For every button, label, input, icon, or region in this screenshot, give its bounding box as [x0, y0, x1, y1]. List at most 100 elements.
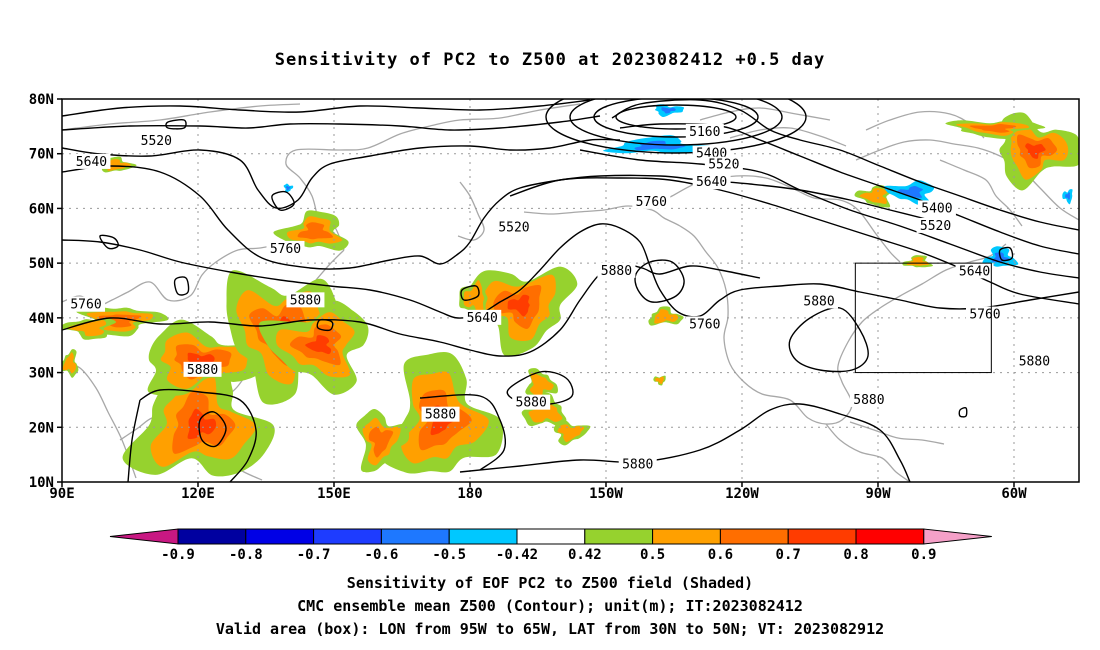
lat-label: 80N [29, 92, 54, 108]
sensitivity-patch-positive [528, 396, 563, 423]
z500-low-contour [593, 99, 759, 138]
lat-label: 40N [29, 311, 54, 327]
colorbar-cell [855, 528, 925, 545]
colorbar-cell [719, 528, 789, 545]
colorbar-label: -0.6 [365, 547, 399, 563]
contour-label-bg [917, 200, 956, 216]
colorbar-cell [245, 528, 315, 545]
lon-label: 90W [865, 486, 891, 502]
sensitivity-shading [62, 104, 1079, 477]
lat-label: 50N [29, 256, 54, 272]
contour-label: 5520 [708, 158, 739, 173]
valid-area-box [854, 262, 992, 374]
contour-label-bg [463, 309, 502, 325]
z500-contour-line [788, 306, 869, 373]
z500-contour-line [173, 276, 190, 296]
colorbar-label: 0.7 [776, 547, 801, 563]
z500-contour-line [509, 177, 1079, 305]
contour-label-bg [183, 361, 222, 377]
sensitivity-patch-negative [285, 185, 291, 191]
colorbar-max-triangle [923, 528, 992, 545]
lon-label: 180 [457, 486, 482, 502]
colorbar-label: 0.8 [843, 547, 868, 563]
z500-low-contour [569, 99, 783, 146]
sensitivity-patch-positive [368, 426, 394, 458]
contour-label-bg [685, 316, 724, 332]
contour-label: 5640 [467, 311, 498, 326]
contour-label-bg [72, 153, 111, 169]
contour-label-bg [494, 219, 533, 235]
z500-contour-line [958, 407, 968, 418]
z500-low-contour [545, 99, 807, 154]
contour-label-bg [67, 296, 106, 312]
z500-contour-line [998, 246, 1014, 262]
z500-contour-line [198, 411, 227, 448]
colorbar-label: 0.5 [640, 547, 665, 563]
contour-label-bg [955, 263, 994, 279]
colorbar-label: -0.42 [496, 547, 538, 563]
sensitivity-patch-positive [557, 424, 585, 443]
colorbar-label: 0.6 [708, 547, 733, 563]
colorbar-cell [652, 528, 721, 545]
contour-label-bg [916, 217, 955, 233]
contour-label: 5520 [920, 219, 951, 234]
lon-label: 60W [1001, 486, 1027, 502]
sensitivity-patch-positive [107, 159, 131, 171]
lon-label: 120W [725, 486, 759, 502]
sensitivity-patch-positive [305, 335, 332, 355]
colorbar-label: 0.42 [568, 547, 602, 563]
z500-contour-line [634, 259, 685, 303]
sensitivity-patch-positive [187, 408, 217, 440]
coastline [285, 103, 581, 221]
sensitivity-patch-positive [1025, 143, 1046, 159]
lon-label: 150E [317, 486, 351, 502]
contour-label: 5760 [689, 317, 720, 332]
colorbar-label: 0.9 [911, 547, 936, 563]
contour-label-bg [286, 292, 325, 308]
colorbar-label: -0.9 [161, 547, 195, 563]
z500-contour-line [62, 99, 591, 117]
colorbar-cell [787, 528, 857, 545]
coastline [855, 139, 1079, 221]
colorbar-cell [177, 528, 247, 545]
z500-contour-line [460, 285, 480, 301]
contour-label: 5880 [290, 293, 321, 308]
coastline [729, 127, 847, 147]
sensitivity-patch-negative [897, 186, 923, 198]
sensitivity-patch-positive [654, 309, 679, 324]
map-title: Sensitivity of PC2 to Z500 at 2023082412… [274, 50, 826, 70]
lat-label: 60N [29, 201, 54, 217]
contour-label: 5520 [498, 221, 529, 236]
z500-contour-line [579, 149, 1079, 279]
contour-label: 5520 [141, 134, 172, 149]
caption-shading: Sensitivity of EOF PC2 to Z500 field (Sh… [346, 574, 754, 592]
sensitivity-patch-negative [661, 107, 676, 114]
z500-contour-line [62, 223, 1079, 319]
contour-label: 5760 [70, 298, 101, 313]
contour-label: 5400 [921, 201, 952, 216]
map-frame [61, 98, 1080, 483]
contour-label-bg [618, 456, 657, 472]
contour-label-bg [512, 394, 551, 410]
sensitivity-patch-positive [463, 279, 485, 314]
coastline [825, 423, 911, 482]
sensitivity-patch-positive [507, 294, 530, 317]
contour-label: 5760 [636, 195, 667, 210]
z500-contour-line [62, 115, 601, 131]
z500-contour-line [459, 403, 911, 482]
z500-contour-line [127, 399, 141, 482]
z500-contour-line [139, 388, 257, 482]
contour-label-bg [597, 262, 636, 278]
sensitivity-patch-positive [859, 188, 888, 204]
contour-label: 5880 [622, 457, 653, 472]
contour-label-bg [965, 306, 1004, 322]
contour-label: 5880 [1019, 355, 1050, 370]
sensitivity-patch-positive [67, 320, 107, 337]
lat-label: 20N [29, 420, 54, 436]
z500-low-contour [615, 104, 737, 130]
contour-label-bg [800, 293, 839, 309]
z500-contour-line [62, 138, 621, 210]
contour-label: 5880 [425, 408, 456, 423]
